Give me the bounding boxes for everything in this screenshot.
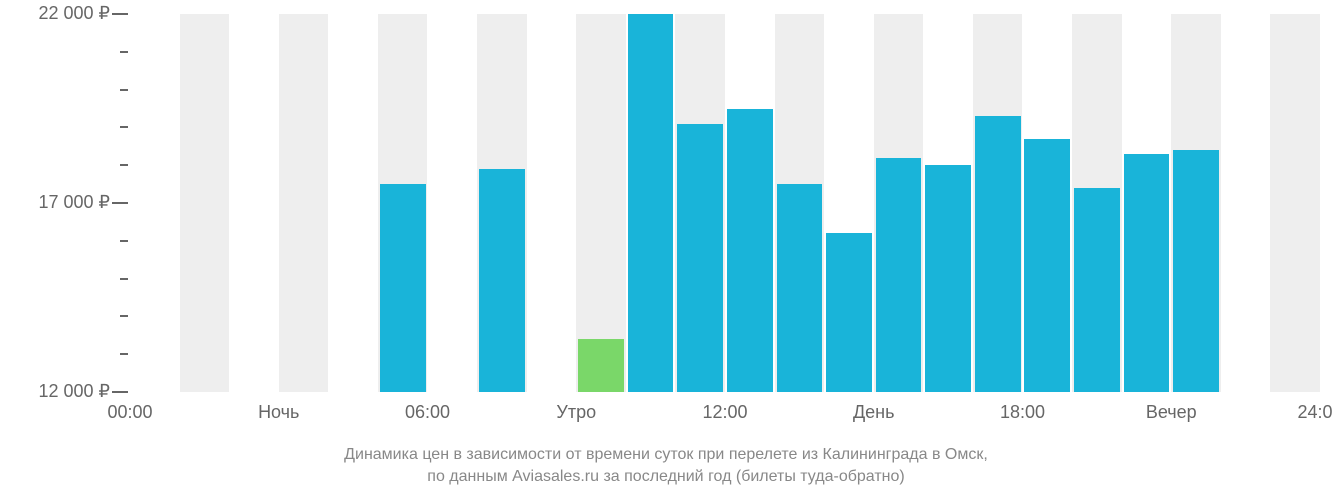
y-tick-major [112,13,128,15]
y-tick-minor [120,353,128,355]
price-bar [1124,154,1170,392]
price-by-hour-chart: 22 000 ₽ 17 000 ₽ 12 000 ₽00:00 06:00 12:00 1… [0,0,1332,502]
price-bar [975,116,1021,392]
price-bar [727,109,773,393]
y-axis-label: 12 000 ₽ [0,381,110,402]
x-period-label: Вечер [1146,402,1197,423]
y-tick-major [112,391,128,393]
price-bar [777,184,823,392]
price-bar [1074,188,1120,392]
y-tick-major [112,202,128,204]
price-bar [677,124,723,392]
background-stripe [180,14,230,392]
y-tick-minor [120,164,128,166]
y-axis-label: 17 000 ₽ [0,192,110,213]
price-bar [578,339,624,392]
x-period-label: День [853,402,895,423]
price-bar [628,14,674,392]
background-stripe [279,14,329,392]
y-axis-label: 22 000 ₽ [0,3,110,24]
x-period-label: Ночь [258,402,299,423]
price-bar [479,169,525,392]
x-time-label: 00:00 [107,402,152,423]
caption-line-1: Динамика цен в зависимости от времени су… [0,446,1332,464]
x-time-label: 12:00 [702,402,747,423]
price-bar [380,184,426,392]
x-time-label: 18:00 [1000,402,1045,423]
y-tick-minor [120,278,128,280]
price-bar [1173,150,1219,392]
y-tick-minor [120,126,128,128]
caption-line-2: по данным Aviasales.ru за последний год … [0,468,1332,486]
plot-area [130,14,1320,392]
y-tick-minor [120,315,128,317]
y-tick-minor [120,51,128,53]
x-time-label: 06:00 [405,402,450,423]
background-stripe [576,14,626,392]
price-bar [925,165,971,392]
x-period-label: Утро [556,402,596,423]
y-tick-minor [120,240,128,242]
y-tick-minor [120,89,128,91]
price-bar [826,233,872,392]
x-time-label: 24:00 [1297,402,1332,423]
price-bar [876,158,922,392]
price-bar [1024,139,1070,392]
background-stripe [1270,14,1320,392]
